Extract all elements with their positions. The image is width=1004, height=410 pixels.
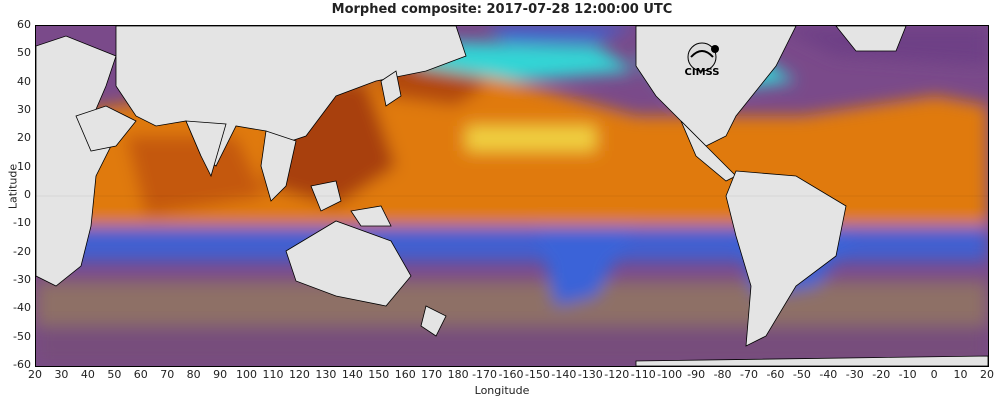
borneo <box>310 180 342 212</box>
australia <box>285 220 412 307</box>
x-tick-label: -170 <box>472 368 498 381</box>
japan <box>380 70 402 107</box>
x-tick-label: 180 <box>447 368 469 381</box>
x-tick-label: 60 <box>133 368 148 381</box>
land-masses <box>36 26 988 366</box>
x-tick-label: 160 <box>394 368 416 381</box>
new-zealand <box>420 305 447 337</box>
x-tick-label: 110 <box>262 368 284 381</box>
x-tick-label: -100 <box>657 368 683 381</box>
x-tick-label: 80 <box>186 368 201 381</box>
x-tick-label: -50 <box>792 368 811 381</box>
x-tick-label: -30 <box>845 368 864 381</box>
arabia <box>75 105 137 152</box>
cimss-logo-icon <box>687 42 719 72</box>
africa <box>36 35 117 287</box>
y-tick-label: -60 <box>13 358 31 371</box>
y-tick-label: -30 <box>13 273 31 286</box>
north-america <box>635 26 797 147</box>
moisture-field <box>36 26 988 366</box>
x-tick-label: 0 <box>930 368 938 381</box>
se-asia <box>260 130 297 202</box>
x-tick-label: 40 <box>80 368 95 381</box>
x-tick-label: 150 <box>368 368 390 381</box>
cimss-logo-text: CIMSS <box>684 67 720 78</box>
y-tick-label: -20 <box>13 244 31 258</box>
y-tick-label: 0 <box>24 188 31 201</box>
x-tick-label: 20 <box>28 368 42 381</box>
x-tick-label: -10 <box>898 368 917 381</box>
x-axis-label: Longitude <box>474 384 530 397</box>
x-tick-label: 30 <box>54 368 69 381</box>
south-america <box>725 170 847 347</box>
x-tick-label: 120 <box>288 368 310 381</box>
y-tick-label: -40 <box>13 301 31 315</box>
x-tick-label: -120 <box>604 368 630 381</box>
map-plot-area: CIMSS <box>35 25 989 367</box>
x-tick-label: -110 <box>630 368 656 381</box>
x-tick-label: 20 <box>980 368 994 381</box>
new-guinea <box>350 205 392 227</box>
x-tick-label: -130 <box>577 368 603 381</box>
x-tick-label: -40 <box>819 368 838 381</box>
x-tick-label: -160 <box>498 368 524 381</box>
y-tick-label: 60 <box>17 18 31 31</box>
x-tick-label: -60 <box>766 368 785 381</box>
y-tick-label: 50 <box>17 46 31 60</box>
cimss-logo: CIMSS <box>677 41 727 79</box>
y-tick-label: 40 <box>17 74 31 88</box>
india <box>185 120 227 178</box>
x-tick-label: -80 <box>713 368 732 381</box>
y-axis-label: Latitude <box>6 163 20 210</box>
x-tick-label: -140 <box>551 368 577 381</box>
x-tick-label: 100 <box>236 368 258 381</box>
antarctica <box>635 355 988 366</box>
y-tick-label: -10 <box>13 216 31 230</box>
x-tick-label: -150 <box>524 368 550 381</box>
map-title: Morphed composite: 2017-07-28 12:00:00 U… <box>331 2 673 17</box>
x-tick-label: 130 <box>315 368 337 381</box>
y-tick-label: 10 <box>17 159 31 173</box>
y-tick-label: 20 <box>17 131 31 145</box>
x-tick-label: 170 <box>421 368 443 381</box>
x-tick-label: -90 <box>687 368 706 381</box>
x-tick-label: 140 <box>341 368 363 381</box>
x-tick-label: 90 <box>213 368 228 381</box>
x-tick-label: 50 <box>107 368 122 381</box>
precipitable-water-map <box>36 26 988 366</box>
x-tick-label: 70 <box>160 368 175 381</box>
x-tick-label: -20 <box>872 368 891 381</box>
greenland <box>835 26 907 52</box>
y-tick-label: 30 <box>17 103 31 116</box>
x-tick-label: -70 <box>740 368 758 381</box>
x-tick-label: 10 <box>953 368 968 381</box>
y-tick-label: -50 <box>13 329 31 343</box>
